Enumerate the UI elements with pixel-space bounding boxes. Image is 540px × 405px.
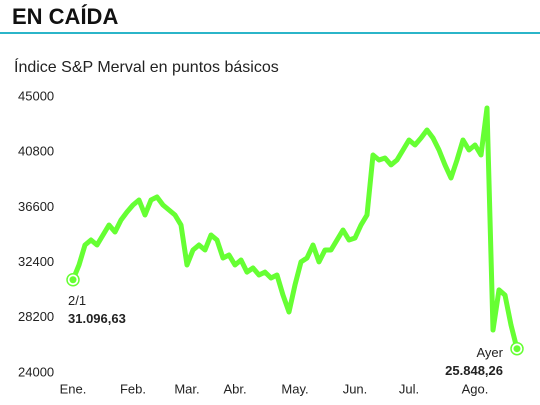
- chart-subtitle: Índice S&P Merval en puntos básicos: [14, 57, 279, 76]
- y-tick-label: 45000: [18, 88, 54, 103]
- x-tick-label: Mar.: [174, 381, 199, 396]
- x-tick-label: Abr.: [223, 381, 246, 396]
- end-dot: [513, 345, 521, 353]
- y-tick-label: 28200: [18, 309, 54, 324]
- x-tick-label: Ago.: [462, 381, 489, 396]
- end-dot: [69, 276, 77, 284]
- data-label: 25.848,26: [445, 363, 503, 378]
- data-label: 31.096,63: [68, 311, 126, 326]
- y-tick-label: 36600: [18, 199, 54, 214]
- y-tick-label: 32400: [18, 254, 54, 269]
- x-tick-label: May.: [281, 381, 308, 396]
- y-tick-label: 40800: [18, 144, 54, 159]
- x-tick-label: Jul.: [399, 381, 419, 396]
- annotation: 2/1: [68, 293, 86, 308]
- x-tick-label: Ene.: [60, 381, 87, 396]
- chart-title: EN CAÍDA: [12, 4, 118, 29]
- line: [70, 105, 520, 352]
- y-tick-label: 24000: [18, 364, 54, 379]
- x-tick-label: Jun.: [343, 381, 368, 396]
- x-tick-label: Feb.: [120, 381, 146, 396]
- annotation: Ayer: [477, 345, 504, 360]
